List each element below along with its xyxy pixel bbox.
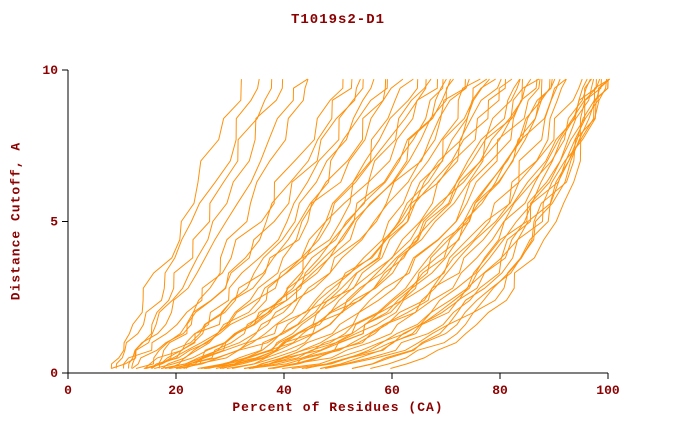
model-curve [244, 78, 583, 369]
model-curve [154, 78, 454, 369]
x-tick-label: 20 [168, 383, 184, 398]
model-curve [179, 79, 419, 369]
model-curve [150, 78, 432, 369]
model-curve [176, 79, 466, 369]
model-curve [135, 78, 309, 369]
y-tick-label: 5 [50, 215, 58, 230]
model-curve [243, 78, 567, 369]
x-tick-label: 100 [596, 383, 620, 398]
model-curve [319, 79, 597, 369]
y-tick-label: 10 [42, 63, 58, 78]
model-curve [200, 78, 540, 369]
model-curves [110, 78, 610, 369]
y-tick-label: 0 [50, 366, 58, 381]
model-curve [185, 78, 470, 369]
model-curve [143, 78, 375, 369]
model-curve [204, 78, 521, 369]
model-curve [111, 79, 284, 369]
model-curve [273, 78, 556, 369]
model-curve [370, 79, 602, 369]
model-curve [249, 78, 588, 369]
model-curve [151, 79, 353, 369]
model-curve [248, 79, 551, 369]
model-curve [185, 79, 438, 369]
model-curve [175, 78, 513, 369]
model-curve [158, 79, 364, 369]
model-curve [197, 79, 523, 369]
x-axis-label: Percent of Residues (CA) [232, 400, 444, 415]
model-curve [123, 79, 344, 369]
model-curve [131, 79, 273, 369]
model-curve [244, 79, 543, 369]
model-curve [249, 79, 553, 369]
model-curve [231, 78, 532, 369]
model-curve [131, 78, 361, 369]
model-curve [268, 78, 561, 369]
model-curve [144, 78, 404, 369]
model-curve [169, 78, 451, 369]
x-tick-label: 40 [276, 383, 292, 398]
model-curve [203, 78, 490, 369]
model-curve [325, 78, 610, 369]
model-curve [168, 79, 387, 369]
chart-title: T1019s2-D1 [290, 12, 385, 28]
model-curve [115, 79, 260, 369]
x-tick-label: 80 [492, 383, 508, 398]
model-curve [110, 79, 242, 369]
model-curve [206, 78, 481, 369]
model-curve [145, 79, 427, 369]
model-curve [219, 78, 502, 369]
model-curve [351, 79, 608, 369]
model-curve [390, 79, 609, 369]
model-curve [291, 78, 591, 369]
model-curve [164, 78, 447, 369]
x-tick-label: 0 [64, 383, 72, 398]
model-curve [252, 79, 538, 369]
model-curve [183, 79, 506, 369]
x-tick-label: 60 [384, 383, 400, 398]
model-curve [226, 79, 541, 369]
